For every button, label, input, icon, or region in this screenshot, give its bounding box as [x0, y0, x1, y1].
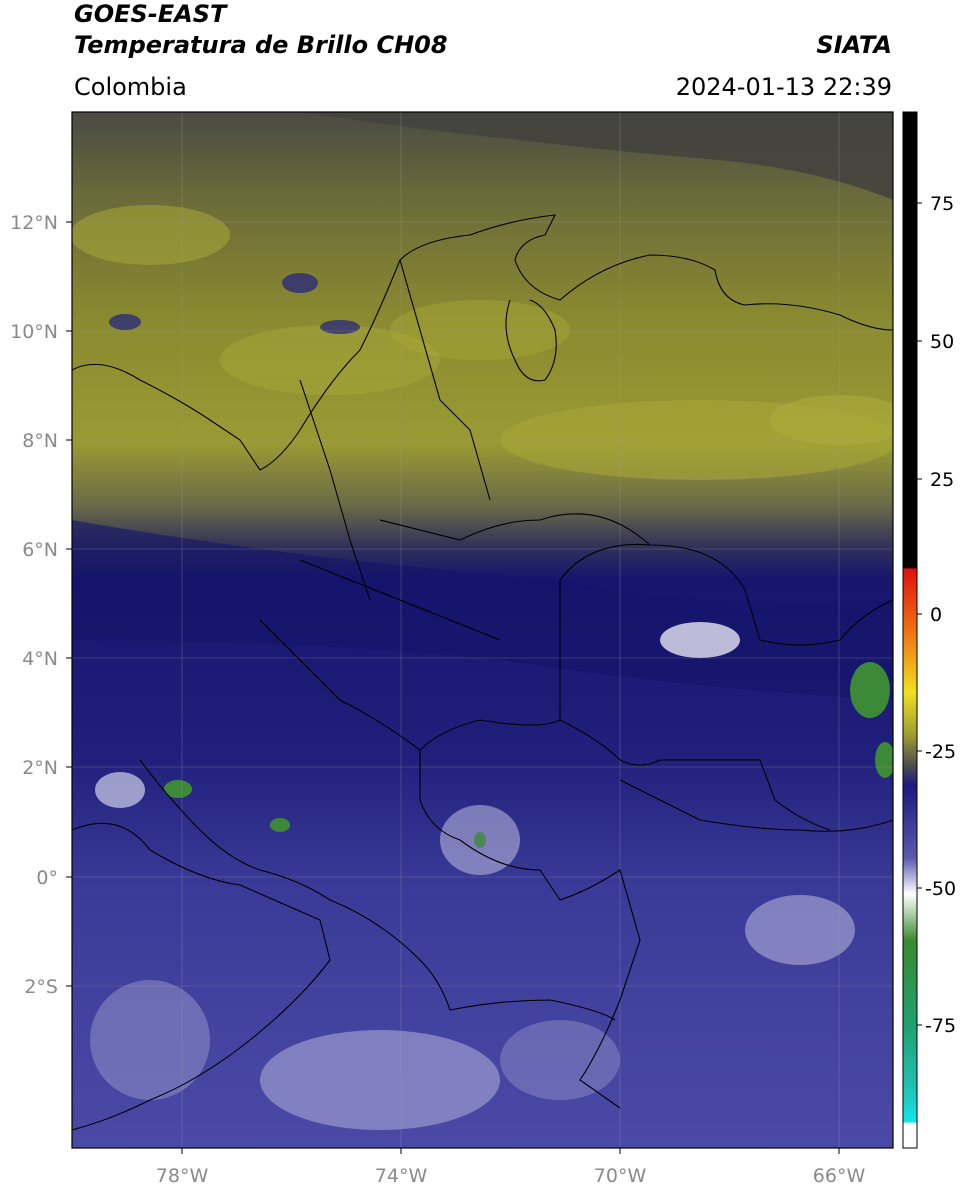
brand-label: SIATA — [816, 31, 892, 59]
lat-label-4n: 4°N — [22, 648, 58, 670]
lat-label-6n: 6°N — [22, 539, 58, 561]
lat-label-2s: 2°S — [24, 976, 58, 998]
lat-label-12n: 12°N — [10, 212, 58, 234]
colorbar-tick-25: 25 — [930, 469, 954, 491]
lon-label-66w: 66°W — [813, 1165, 866, 1187]
colorbar-tick-0: 0 — [930, 604, 942, 626]
title-satellite: GOES-EAST — [74, 0, 227, 28]
title-product: Temperatura de Brillo CH08 — [74, 31, 448, 59]
timestamp-label: 2024-01-13 22:39 — [675, 73, 892, 101]
lon-label-78w: 78°W — [156, 1165, 209, 1187]
borders — [72, 214, 893, 1131]
colorbar-tick-minus25: -25 — [925, 741, 956, 763]
lat-label-8n: 8°N — [22, 430, 58, 452]
colorbar-tick-50: 50 — [930, 331, 954, 353]
lon-label-74w: 74°W — [375, 1165, 428, 1187]
region-label: Colombia — [74, 73, 187, 101]
colorbar-tick-75: 75 — [930, 193, 954, 215]
colorbar-tick-minus50: -50 — [925, 878, 956, 900]
graticule — [72, 112, 893, 1148]
lat-label-10n: 10°N — [10, 321, 58, 343]
lat-label-2n: 2°N — [22, 757, 58, 779]
colorbar-tick-minus75: -75 — [925, 1015, 956, 1037]
lat-ticks — [66, 221, 840, 1154]
colorbar — [902, 111, 918, 1149]
lon-label-70w: 70°W — [594, 1165, 647, 1187]
map-frame — [71, 111, 894, 1149]
lat-label-0: 0° — [36, 867, 58, 889]
